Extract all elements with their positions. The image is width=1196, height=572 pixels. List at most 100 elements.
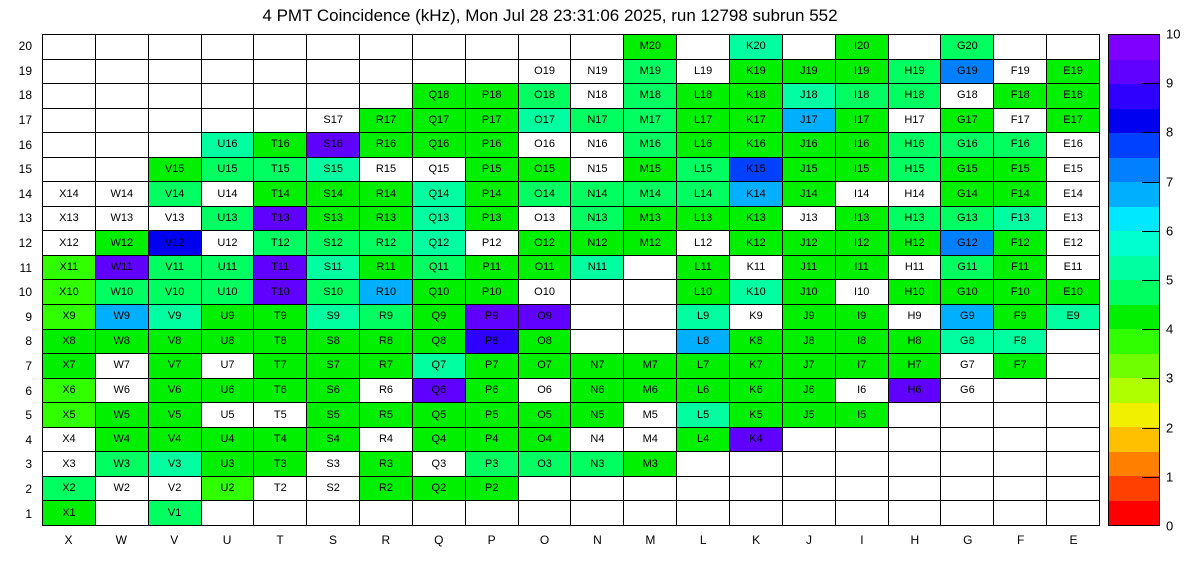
heatmap-cell[interactable]: F10	[994, 280, 1048, 306]
heatmap-cell-empty[interactable]	[307, 35, 361, 60]
heatmap-cell[interactable]: I19	[835, 59, 889, 85]
heatmap-cell[interactable]: V8	[148, 329, 202, 355]
heatmap-cell[interactable]: G7	[941, 354, 995, 379]
heatmap-cell-empty[interactable]	[782, 476, 836, 502]
heatmap-cell[interactable]: E16	[1047, 133, 1100, 158]
heatmap-cell[interactable]: T14	[254, 182, 308, 207]
heatmap-cell[interactable]: X12	[43, 231, 96, 256]
heatmap-cell[interactable]: G9	[941, 305, 995, 330]
heatmap-cell[interactable]: Q12	[412, 231, 466, 256]
heatmap-cell[interactable]: L7	[677, 354, 731, 379]
heatmap-cell-empty[interactable]	[360, 84, 413, 109]
heatmap-cell[interactable]: H8	[888, 329, 942, 355]
heatmap-cell-empty[interactable]	[148, 108, 202, 134]
heatmap-cell[interactable]: H18	[888, 84, 942, 109]
heatmap-cell[interactable]: O6	[518, 378, 572, 404]
heatmap-cell[interactable]: M7	[624, 354, 678, 379]
heatmap-cell-empty[interactable]	[412, 35, 466, 60]
heatmap-cell-empty[interactable]	[941, 452, 995, 477]
heatmap-cell[interactable]: G10	[941, 280, 995, 306]
heatmap-cell[interactable]: S9	[307, 305, 361, 330]
heatmap-cell[interactable]: O7	[518, 354, 572, 379]
heatmap-cell[interactable]: Q2	[412, 476, 466, 502]
heatmap-cell-empty[interactable]	[201, 59, 255, 85]
heatmap-cell[interactable]: X11	[43, 255, 96, 281]
heatmap-cell[interactable]: G16	[941, 133, 995, 158]
heatmap-cell[interactable]: L5	[677, 403, 731, 428]
heatmap-cell-empty[interactable]	[888, 476, 942, 502]
heatmap-cell[interactable]: M4	[624, 427, 678, 453]
heatmap-cell[interactable]: X4	[43, 427, 96, 453]
heatmap-cell[interactable]: X5	[43, 403, 96, 428]
heatmap-cell-empty[interactable]	[201, 35, 255, 60]
heatmap-cell[interactable]: Q11	[412, 255, 466, 281]
heatmap-cell-empty[interactable]	[1047, 354, 1100, 379]
heatmap-cell-empty[interactable]	[994, 378, 1048, 404]
heatmap-cell[interactable]: Q16	[412, 133, 466, 158]
heatmap-cell[interactable]: V2	[148, 476, 202, 502]
heatmap-cell-empty[interactable]	[148, 133, 202, 158]
heatmap-cell[interactable]: J14	[782, 182, 836, 207]
heatmap-cell[interactable]: K5	[730, 403, 783, 428]
heatmap-cell[interactable]: T12	[254, 231, 308, 256]
heatmap-cell[interactable]: K6	[730, 378, 783, 404]
heatmap-cell[interactable]: S3	[307, 452, 361, 477]
heatmap-cell[interactable]: L17	[677, 108, 731, 134]
heatmap-cell[interactable]: W4	[95, 427, 149, 453]
heatmap-cell-empty[interactable]	[412, 59, 466, 85]
heatmap-cell[interactable]: N19	[571, 59, 625, 85]
heatmap-cell[interactable]: W12	[95, 231, 149, 256]
heatmap-cell[interactable]: H12	[888, 231, 942, 256]
heatmap-cell[interactable]: N4	[571, 427, 625, 453]
heatmap-cell[interactable]: P18	[465, 84, 519, 109]
heatmap-cell[interactable]: L10	[677, 280, 731, 306]
heatmap-cell-empty[interactable]	[888, 403, 942, 428]
heatmap-cell[interactable]: T13	[254, 206, 308, 232]
heatmap-cell-empty[interactable]	[677, 501, 731, 526]
heatmap-cell-empty[interactable]	[95, 59, 149, 85]
heatmap-cell-empty[interactable]	[148, 35, 202, 60]
heatmap-cell[interactable]: M14	[624, 182, 678, 207]
heatmap-cell[interactable]: T8	[254, 329, 308, 355]
heatmap-cell[interactable]: H19	[888, 59, 942, 85]
heatmap-cell-empty[interactable]	[1047, 35, 1100, 60]
heatmap-cell[interactable]: J6	[782, 378, 836, 404]
heatmap-cell[interactable]: V7	[148, 354, 202, 379]
heatmap-cell-empty[interactable]	[782, 452, 836, 477]
heatmap-cell[interactable]: O4	[518, 427, 572, 453]
heatmap-cell[interactable]: I7	[835, 354, 889, 379]
heatmap-cell[interactable]: U16	[201, 133, 255, 158]
heatmap-cell[interactable]: R3	[360, 452, 413, 477]
heatmap-cell-empty[interactable]	[941, 501, 995, 526]
heatmap-cell[interactable]: P15	[465, 157, 519, 183]
heatmap-cell[interactable]: W14	[95, 182, 149, 207]
heatmap-cell[interactable]: L19	[677, 59, 731, 85]
heatmap-cell[interactable]: T10	[254, 280, 308, 306]
heatmap-cell[interactable]: X14	[43, 182, 96, 207]
heatmap-cell[interactable]: O17	[518, 108, 572, 134]
heatmap-cell[interactable]: W2	[95, 476, 149, 502]
heatmap-cell[interactable]: S7	[307, 354, 361, 379]
heatmap-cell[interactable]: K14	[730, 182, 783, 207]
heatmap-cell-empty[interactable]	[518, 501, 572, 526]
heatmap-cell[interactable]: F13	[994, 206, 1048, 232]
heatmap-cell[interactable]: R6	[360, 378, 413, 404]
heatmap-cell-empty[interactable]	[730, 476, 783, 502]
heatmap-cell-empty[interactable]	[95, 35, 149, 60]
heatmap-cell[interactable]: V5	[148, 403, 202, 428]
heatmap-cell[interactable]: W7	[95, 354, 149, 379]
heatmap-cell-empty[interactable]	[624, 329, 678, 355]
heatmap-cell-empty[interactable]	[888, 501, 942, 526]
heatmap-cell[interactable]: N12	[571, 231, 625, 256]
heatmap-cell-empty[interactable]	[43, 108, 96, 134]
heatmap-cell[interactable]: S5	[307, 403, 361, 428]
heatmap-cell[interactable]: H7	[888, 354, 942, 379]
heatmap-cell[interactable]: K8	[730, 329, 783, 355]
heatmap-cell-empty[interactable]	[888, 35, 942, 60]
heatmap-cell-empty[interactable]	[624, 280, 678, 306]
heatmap-cell-empty[interactable]	[994, 452, 1048, 477]
heatmap-cell[interactable]: I15	[835, 157, 889, 183]
heatmap-cell[interactable]: F8	[994, 329, 1048, 355]
heatmap-cell-empty[interactable]	[465, 35, 519, 60]
heatmap-cell[interactable]: W9	[95, 305, 149, 330]
